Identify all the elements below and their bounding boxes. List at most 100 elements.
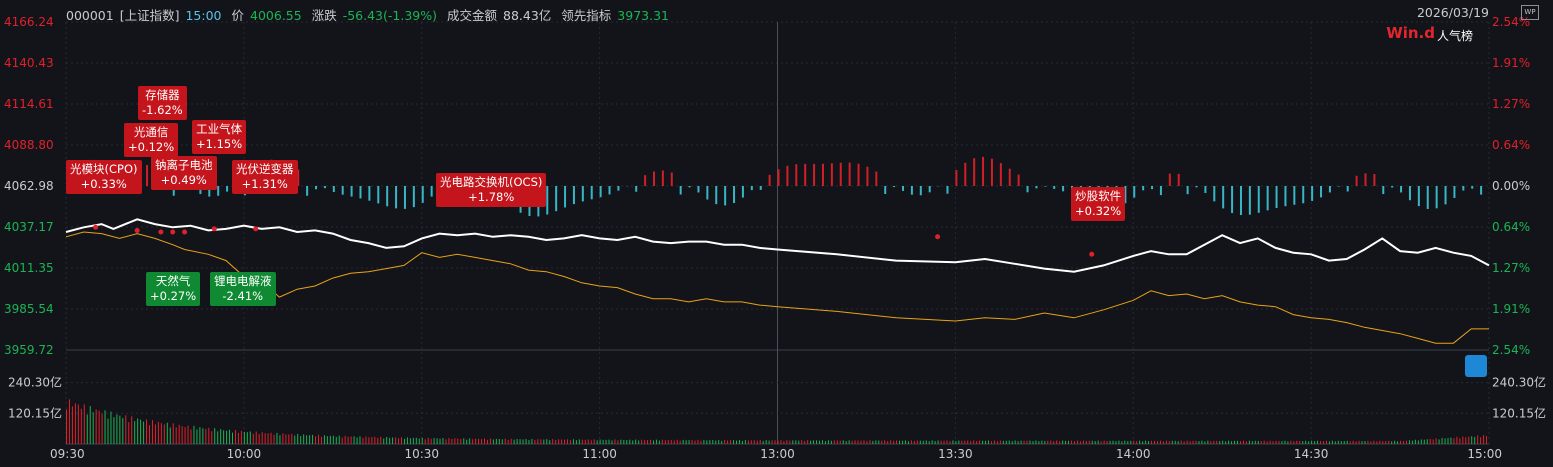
volume-bar xyxy=(472,439,474,444)
volume-bar xyxy=(1085,440,1087,444)
volume-bar xyxy=(151,420,153,444)
volume-bar xyxy=(623,439,625,444)
volume-bar xyxy=(928,441,930,444)
sentiment-bar xyxy=(377,186,380,204)
volume-bar xyxy=(475,438,477,444)
volume-bar xyxy=(285,434,287,444)
volume-bar xyxy=(919,440,921,444)
volume-bar xyxy=(92,412,94,444)
sentiment-bar xyxy=(1053,186,1056,189)
volume-bar xyxy=(208,427,210,444)
volume-bar xyxy=(952,440,954,444)
sentiment-bar xyxy=(1239,186,1242,216)
price-value: 4006.55 xyxy=(250,8,302,23)
volume-bar xyxy=(967,440,969,444)
volume-bar xyxy=(1299,440,1301,444)
volume-bar xyxy=(1127,441,1129,444)
volume-bar xyxy=(1231,441,1233,444)
volume-bar xyxy=(1139,440,1141,444)
volume-bar xyxy=(237,432,239,444)
sentiment-bar xyxy=(1151,186,1154,190)
volume-bar xyxy=(332,435,334,444)
volume-bar xyxy=(347,436,349,444)
volume-bar xyxy=(863,440,865,444)
volume-bar xyxy=(1159,440,1161,444)
hot-tag[interactable]: 光伏逆变器 +1.31% xyxy=(232,160,298,194)
volume-bar xyxy=(587,439,589,444)
sentiment-bar xyxy=(1231,186,1234,214)
lead-value: 3973.31 xyxy=(617,8,669,23)
volume-bar xyxy=(1076,440,1078,444)
volume-bar xyxy=(389,437,391,444)
volume-bar xyxy=(884,440,886,444)
sentiment-bar xyxy=(768,174,771,186)
volume-bar xyxy=(904,440,906,444)
volume-bar xyxy=(1293,441,1295,444)
volume-bar xyxy=(724,439,726,444)
sentiment-bar xyxy=(608,186,611,195)
volume-bar xyxy=(830,440,832,444)
volume-bar xyxy=(854,440,856,444)
volume-bar xyxy=(1041,440,1043,444)
volume-bar xyxy=(80,408,82,444)
hot-tag[interactable]: 天然气 +0.27% xyxy=(146,272,201,306)
price-axis-tick: 4166.24 xyxy=(4,15,54,29)
volume-bar xyxy=(196,429,198,444)
volume-bar xyxy=(1302,441,1304,444)
volume-bar xyxy=(306,435,308,444)
volume-bar xyxy=(534,439,536,444)
volume-bar xyxy=(249,431,251,444)
time-axis-tick: 10:00 xyxy=(227,447,262,461)
hot-tag[interactable]: 工业气体 +1.15% xyxy=(192,120,247,154)
volume-bar xyxy=(1411,440,1413,444)
volume-bar xyxy=(786,440,788,444)
volume-bar xyxy=(614,439,616,444)
volume-bar xyxy=(1068,440,1070,444)
sentiment-bar xyxy=(661,170,664,186)
volume-bar xyxy=(451,438,453,444)
volume-bar xyxy=(733,440,735,444)
wp-icon[interactable]: WP xyxy=(1521,5,1539,20)
volume-bar xyxy=(1379,440,1381,444)
volume-bar xyxy=(1050,440,1052,444)
volume-bar xyxy=(1133,440,1135,444)
volume-bar xyxy=(1248,440,1250,444)
sentiment-bar xyxy=(217,186,220,196)
hot-tag[interactable]: 炒股软件 +0.32% xyxy=(1071,187,1126,221)
hot-tag[interactable]: 光电路交换机(OCS) +1.78% xyxy=(436,173,547,207)
hot-tag[interactable]: 钠离子电池 +0.49% xyxy=(151,156,217,190)
volume-bar xyxy=(1414,439,1416,444)
volume-bar xyxy=(116,414,118,444)
volume-bar xyxy=(409,438,411,444)
volume-bar xyxy=(902,440,904,444)
volume-bar xyxy=(1358,440,1360,444)
volume-bar xyxy=(507,439,509,444)
hot-tag[interactable]: 锂电电解液 -2.41% xyxy=(210,272,276,306)
volume-bar xyxy=(1346,440,1348,444)
volume-bar xyxy=(1204,441,1206,444)
hot-tag-value: +1.31% xyxy=(241,177,288,191)
volume-bar xyxy=(836,440,838,444)
hot-tag[interactable]: 光模块(CPO) +0.33% xyxy=(66,160,142,194)
volume-bar xyxy=(1088,440,1090,444)
volume-bar xyxy=(777,440,779,444)
volume-bar xyxy=(1044,440,1046,444)
volume-bar xyxy=(86,414,88,444)
volume-bar xyxy=(1109,440,1111,444)
volume-bar xyxy=(1328,441,1330,444)
volume-bar xyxy=(1325,440,1327,444)
volume-bar xyxy=(537,439,539,444)
volume-bar xyxy=(380,436,382,444)
popularity-label[interactable]: 人气榜 xyxy=(1436,29,1473,43)
volume-bar xyxy=(516,439,518,444)
volume-bar xyxy=(261,432,263,444)
volume-bar xyxy=(706,440,708,444)
sentiment-bar xyxy=(715,186,718,205)
sentiment-bar xyxy=(1364,173,1367,186)
hot-tag-label: 存储器 xyxy=(145,88,180,102)
hot-tag-value: +0.33% xyxy=(80,177,127,191)
volume-bar xyxy=(119,415,121,444)
hot-tag[interactable]: 存储器 -1.62% xyxy=(138,86,187,120)
hot-tag[interactable]: 光通信 +0.12% xyxy=(124,123,179,157)
